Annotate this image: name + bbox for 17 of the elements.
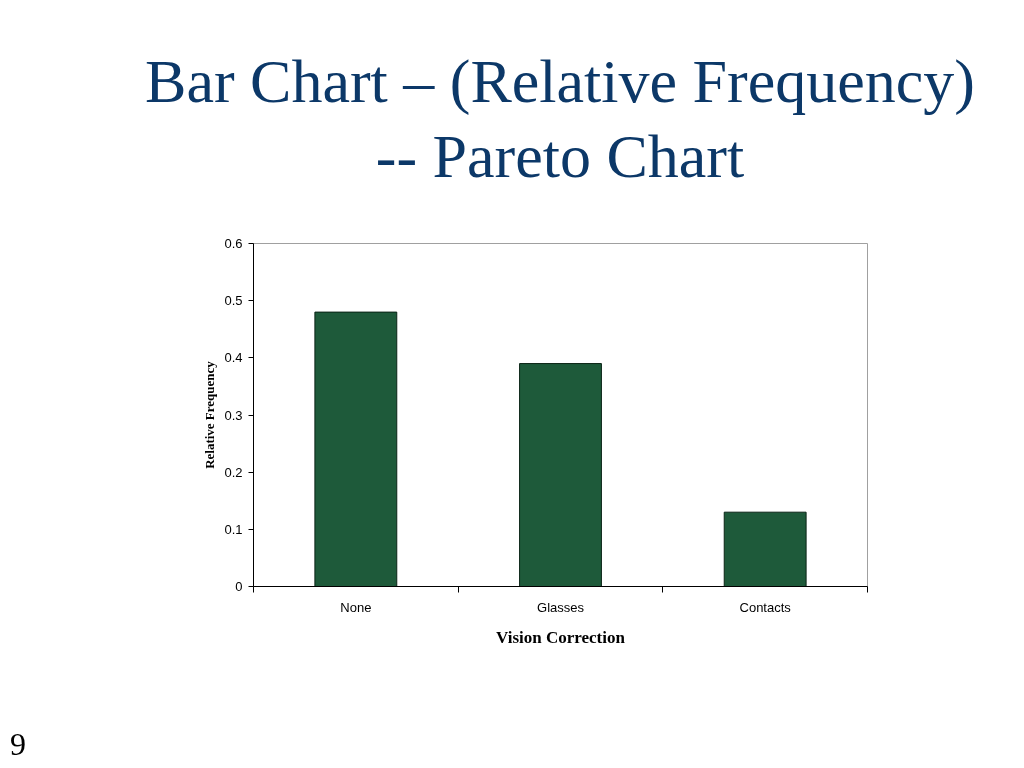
bar (519, 363, 602, 587)
chart-title: Bar Chart – (Relative Frequency) -- Pareto Chart (145, 46, 975, 192)
x-tick-label: None (340, 599, 372, 615)
y-tick-label: 0.1 (224, 521, 243, 537)
y-tick-label: 0.5 (224, 293, 243, 309)
y-tick-label: 0.2 (224, 464, 243, 480)
x-axis-title: Vision Correction (496, 627, 626, 647)
x-tick-label: Glasses (537, 599, 585, 615)
y-tick-label: 0.4 (224, 350, 243, 366)
y-tick-label: 0 (235, 579, 243, 594)
y-tick-label: 0.3 (224, 407, 243, 423)
bar (314, 311, 398, 587)
bar (723, 511, 807, 587)
y-axis-title: Relative Frequency (202, 360, 218, 469)
text: 9 (10, 726, 26, 762)
y-tick-label: 0.6 (224, 236, 243, 251)
x-tick-label: Contacts (739, 599, 792, 615)
